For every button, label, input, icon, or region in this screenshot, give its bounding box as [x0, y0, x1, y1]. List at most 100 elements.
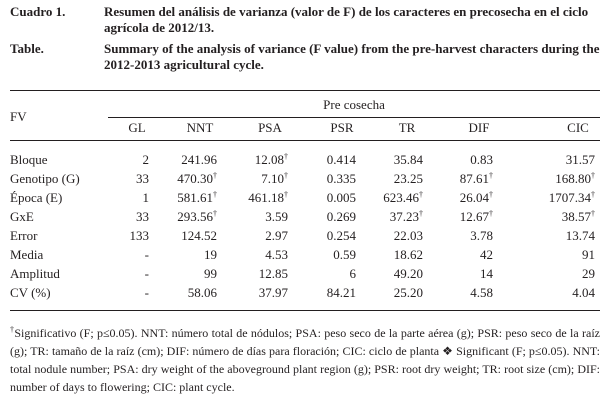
table-cell: 18.62: [343, 247, 423, 263]
cell-value: 12.67: [459, 209, 489, 224]
table-cell: 12.85: [208, 266, 288, 282]
caption-spanish-text: Resumen del análisis de varianza (valor …: [104, 4, 589, 35]
cell-value: 14: [480, 266, 493, 281]
table-cell: 84.21: [276, 285, 356, 301]
cell-value: 2: [142, 152, 150, 167]
cell-value: 0.254: [326, 228, 356, 243]
row-header-fv: FV: [10, 109, 27, 124]
cell-value: 0.269: [326, 209, 356, 224]
cell-value: 124.52: [181, 228, 217, 243]
cell-value: 42: [480, 247, 493, 262]
cell-value: -: [144, 285, 149, 300]
column-header-cic: CIC: [567, 120, 589, 135]
table-cell: 0.414: [276, 152, 356, 168]
significance-mark: †: [591, 190, 595, 199]
table-cell: 461.18†: [208, 190, 288, 206]
cell-value: 26.04: [459, 190, 489, 205]
cell-value: 58.06: [187, 285, 217, 300]
significance-mark: †: [419, 190, 423, 199]
table-bottom-rule: [10, 310, 600, 311]
column-header-tr: TR: [398, 120, 416, 135]
table-cell: 58.06: [137, 285, 217, 301]
row-label: Amplitud: [10, 266, 60, 281]
table-cell: 6: [276, 266, 357, 282]
cell-value: 12.08: [254, 152, 284, 167]
row-label: Bloque: [10, 152, 48, 167]
cell-value: 1707.34: [548, 190, 591, 205]
footnote-text: Significativo (F; p≤0.05). NNT: número t…: [10, 326, 601, 394]
cell-value: 49.20: [393, 266, 423, 281]
table-cell: -: [69, 266, 149, 282]
table-cell: 133: [69, 228, 150, 244]
table-cell: 49.20: [343, 266, 423, 282]
group-header-pre-cosecha: Pre cosecha: [323, 97, 385, 112]
table-cell: 293.56†: [137, 209, 217, 225]
cell-value: 22.03: [393, 228, 423, 243]
header-bottom-rule: [10, 140, 600, 141]
table-cell: 19: [137, 247, 217, 263]
table-cell: 3.78: [413, 228, 493, 244]
table-cell: 7.10†: [208, 171, 288, 187]
table-cell: 0.005: [276, 190, 356, 206]
cell-value: 1: [142, 190, 150, 205]
table-top-rule: [10, 90, 600, 91]
table-cell: 35.84: [343, 152, 423, 168]
table-cell: 0.254: [276, 228, 356, 244]
table-cell: 23.25: [343, 171, 423, 187]
table-cell: -: [69, 285, 149, 301]
cell-value: 12.85: [258, 266, 288, 281]
table-cell: 25.20: [343, 285, 423, 301]
table-cell: 26.04†: [413, 190, 493, 206]
cell-value: 0.335: [326, 171, 356, 186]
group-header-rule: [108, 117, 600, 118]
significance-mark: †: [591, 171, 595, 180]
table-cell: -: [69, 247, 149, 263]
significance-mark: †: [213, 209, 217, 218]
significance-mark: †: [284, 190, 288, 199]
table-cell: 4.53: [208, 247, 288, 263]
footnote-dagger: †: [10, 325, 15, 334]
cell-value: 3.78: [470, 228, 493, 243]
column-header-psa: PSA: [258, 120, 282, 135]
table-footnote: †Significativo (F; p≤0.05). NNT: número …: [10, 324, 600, 396]
table-cell: 0.335: [276, 171, 356, 187]
table-cell: 14: [413, 266, 493, 282]
table-cell: 2.97: [208, 228, 288, 244]
cell-value: 133: [129, 228, 150, 243]
table-cell: 22.03: [343, 228, 423, 244]
cell-value: 470.30: [177, 171, 213, 186]
cell-value: 2.97: [265, 228, 288, 243]
cell-value: 19: [204, 247, 217, 262]
cell-value: 241.96: [181, 152, 217, 167]
caption-english-text: Summary of the analysis of variance (F v…: [104, 41, 600, 72]
cell-value: 33: [136, 209, 149, 224]
cell-value: 0.83: [470, 152, 493, 167]
cell-value: 18.62: [393, 247, 423, 262]
cell-value: 0.005: [326, 190, 356, 205]
table-cell: 33: [69, 209, 149, 225]
table-cell: 1: [69, 190, 150, 206]
table-cell: 124.52: [137, 228, 217, 244]
row-label: CV (%): [10, 285, 51, 300]
cell-value: 99: [204, 266, 217, 281]
caption-spanish-label: Cuadro 1.: [10, 4, 66, 19]
table-cell: 623.46†: [343, 190, 423, 206]
cell-value: 7.10: [261, 171, 284, 186]
table-cell: 12.67†: [413, 209, 493, 225]
significance-mark: †: [489, 209, 493, 218]
table-cell: 33: [69, 171, 149, 187]
column-header-gl: GL: [128, 120, 146, 135]
cell-value: 581.61: [177, 190, 213, 205]
significance-mark: †: [489, 190, 493, 199]
cell-value: 84.21: [326, 285, 356, 300]
row-label: Genotipo (G): [10, 171, 80, 186]
table-cell: 4.58: [413, 285, 493, 301]
significance-mark: †: [213, 190, 217, 199]
table-cell: 31.57: [515, 152, 595, 168]
cell-value: 91: [582, 247, 595, 262]
table-cell: 13.74: [515, 228, 595, 244]
table-cell: 4.04: [515, 285, 595, 301]
table-cell: 29: [515, 266, 595, 282]
row-label: Media: [10, 247, 44, 262]
